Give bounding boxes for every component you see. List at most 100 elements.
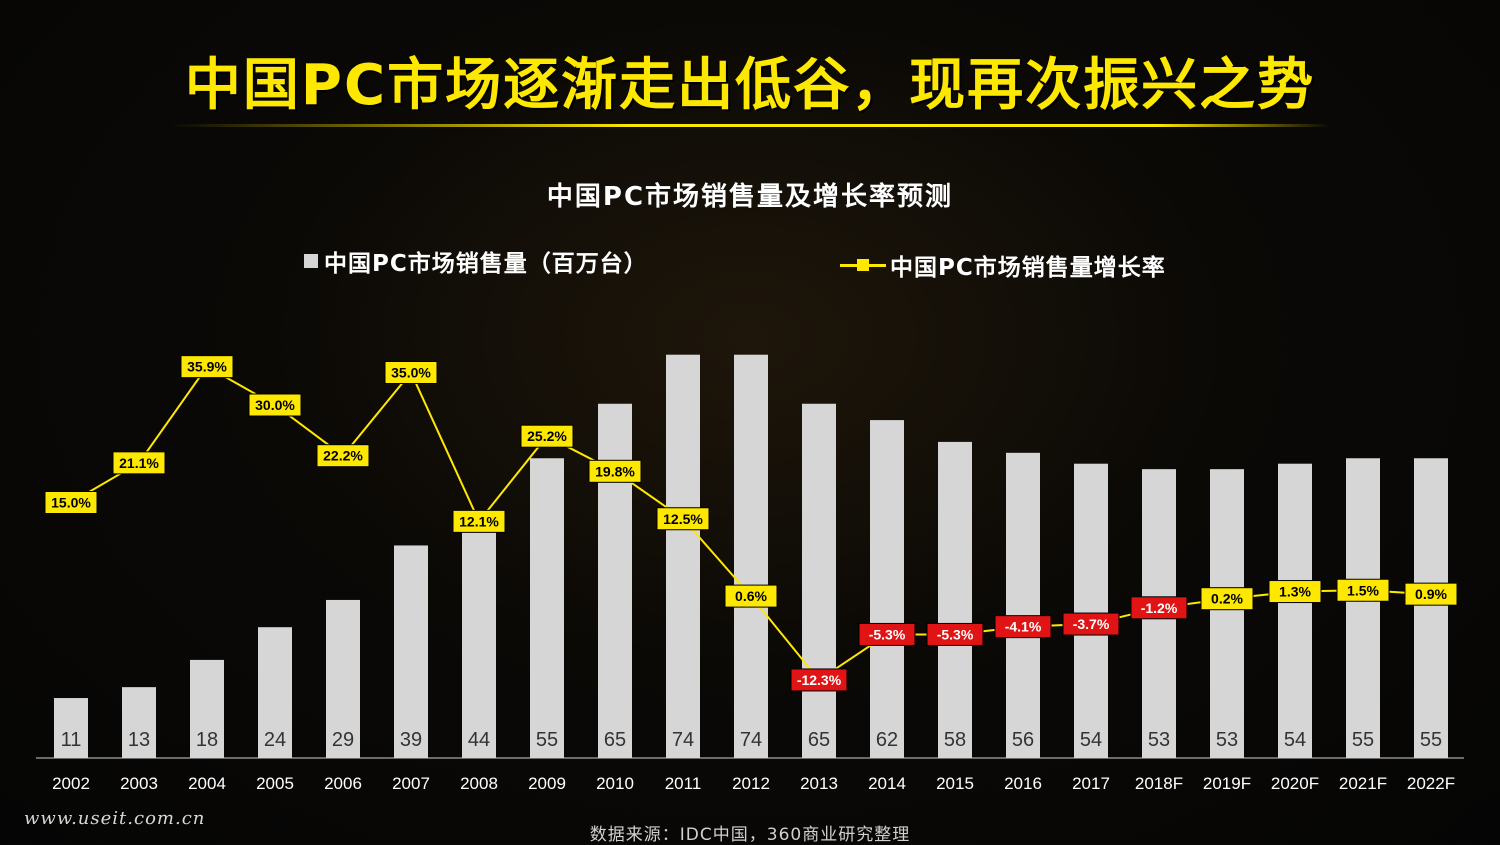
bar-value-label: 11 — [61, 729, 82, 751]
x-tick-label: 2022F — [1407, 774, 1455, 793]
growth-value-label: 1.5% — [1347, 582, 1379, 598]
bar-value-label: 13 — [128, 729, 150, 751]
growth-value-label: 12.5% — [663, 511, 703, 527]
sales-bar — [734, 354, 768, 758]
bar-value-label: 18 — [196, 729, 218, 751]
data-source: 数据来源：IDC中国，360商业研究整理 — [589, 825, 911, 845]
x-tick-label: 2006 — [324, 774, 362, 793]
x-tick-label: 2017 — [1072, 774, 1110, 793]
title-divider — [170, 124, 1330, 127]
sales-bar — [462, 518, 496, 758]
legend-line-series: 中国PC市场销售量增长率 — [840, 248, 1166, 282]
growth-point — [656, 507, 710, 531]
sales-bar — [190, 659, 224, 758]
bar-value-label: 54 — [1284, 729, 1306, 751]
growth-value-label: 15.0% — [51, 495, 91, 511]
sales-bar — [1210, 469, 1244, 758]
growth-value-label: 22.2% — [323, 448, 363, 464]
sales-bar — [530, 458, 564, 758]
sales-bar — [1346, 458, 1380, 758]
x-tick-label: 2015 — [936, 774, 974, 793]
growth-point — [790, 668, 848, 692]
growth-point — [1130, 596, 1188, 620]
sales-bar — [122, 687, 156, 758]
x-tick-label: 2010 — [596, 774, 634, 793]
growth-value-label: -4.1% — [1005, 619, 1042, 635]
x-tick-label: 2007 — [392, 774, 430, 793]
x-tick-label: 2013 — [800, 774, 838, 793]
sales-bar — [54, 698, 88, 758]
x-tick-label: 2008 — [460, 774, 498, 793]
sales-bar — [394, 545, 428, 758]
growth-value-label: -3.7% — [1073, 616, 1110, 632]
bar-value-label: 29 — [332, 729, 354, 751]
growth-point — [1062, 612, 1120, 636]
bar-value-label: 56 — [1012, 729, 1034, 751]
chart-title: 中国PC市场销售量及增长率预测 — [546, 182, 954, 212]
sales-bar — [870, 420, 904, 758]
growth-point — [1404, 582, 1458, 606]
growth-value-label: 0.2% — [1211, 591, 1243, 607]
sales-bar — [666, 354, 700, 758]
sales-bar — [1074, 463, 1108, 758]
growth-point — [452, 509, 506, 533]
bar-value-label: 54 — [1080, 729, 1102, 751]
growth-value-label: 35.0% — [391, 365, 431, 381]
growth-point — [180, 355, 234, 379]
growth-point — [384, 361, 438, 384]
legend-line-label: 中国PC市场销售量增长率 — [890, 255, 1166, 281]
growth-value-label: 35.9% — [187, 359, 227, 375]
sales-bar — [598, 403, 632, 758]
growth-value-label: -5.3% — [869, 626, 906, 642]
x-tick-label: 2019F — [1203, 774, 1251, 793]
growth-point — [994, 615, 1052, 639]
growth-point — [520, 424, 574, 448]
bar-value-label: 53 — [1148, 729, 1170, 751]
legend-bar-series: 中国PC市场销售量（百万台） — [304, 244, 648, 278]
growth-point — [588, 459, 642, 483]
x-tick-label: 2003 — [120, 774, 158, 793]
x-tick-label: 2005 — [256, 774, 294, 793]
bar-value-label: 44 — [468, 729, 490, 751]
x-tick-label: 2002 — [52, 774, 90, 793]
growth-point — [44, 491, 98, 514]
growth-value-label: 1.3% — [1279, 584, 1311, 600]
sales-bar — [1278, 463, 1312, 758]
growth-value-label: 0.6% — [735, 588, 767, 604]
bar-value-label: 55 — [1420, 729, 1442, 751]
x-tick-label: 2014 — [868, 774, 906, 793]
bar-value-label: 65 — [808, 729, 830, 751]
legend-bar-label: 中国PC市场销售量（百万台） — [324, 251, 648, 277]
growth-value-label: 0.9% — [1415, 586, 1447, 602]
growth-value-label: 30.0% — [255, 397, 295, 413]
growth-value-label: -1.2% — [1141, 600, 1178, 616]
growth-point — [112, 451, 166, 475]
sales-bar — [326, 599, 360, 758]
sales-bar — [1414, 458, 1448, 758]
x-tick-label: 2004 — [188, 774, 226, 793]
growth-value-label: -5.3% — [937, 626, 974, 642]
page-title: 中国PC市场逐渐走出低谷，现再次振兴之势 — [184, 53, 1316, 118]
bar-value-label: 65 — [604, 729, 626, 751]
x-tick-label: 2018F — [1135, 774, 1183, 793]
bar-value-label: 58 — [944, 729, 966, 751]
growth-point — [724, 584, 778, 608]
growth-value-label: -12.3% — [797, 672, 842, 688]
bar-value-label: 74 — [740, 729, 762, 751]
growth-value-label: 25.2% — [527, 428, 567, 444]
x-tick-label: 2020F — [1271, 774, 1319, 793]
bar-value-label: 55 — [536, 729, 558, 751]
bar-value-label: 24 — [264, 729, 286, 751]
bar-value-label: 39 — [400, 729, 422, 751]
growth-point — [858, 622, 916, 646]
growth-value-label: 12.1% — [459, 513, 499, 529]
growth-value-label: 19.8% — [595, 463, 635, 479]
growth-point — [1336, 578, 1390, 602]
growth-point — [1268, 580, 1322, 604]
x-tick-label: 2021F — [1339, 774, 1387, 793]
bar-swatch-icon — [304, 254, 318, 268]
website-watermark: www.useit.com.cn — [24, 808, 206, 829]
bar-value-label: 53 — [1216, 729, 1238, 751]
growth-point — [316, 444, 370, 468]
